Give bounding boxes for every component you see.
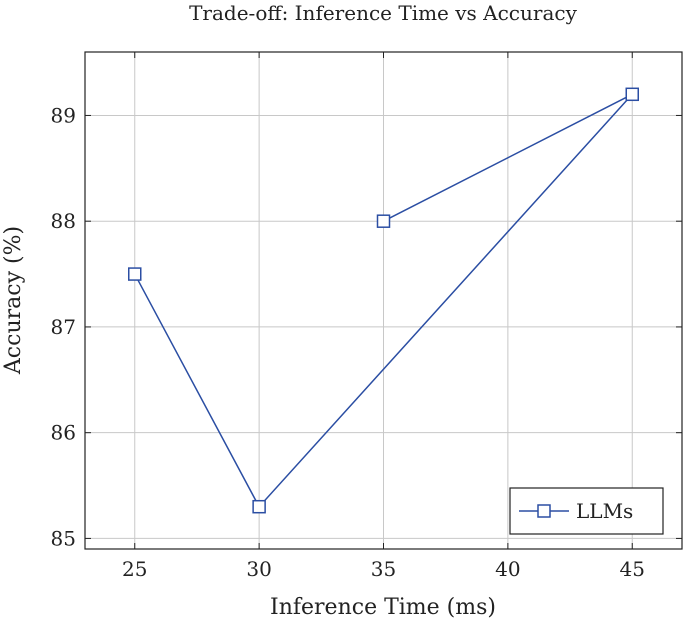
legend: LLMs	[509, 487, 664, 535]
y-tick-label: 87	[51, 315, 76, 339]
data-point-square	[625, 87, 639, 102]
x-tick-label: 35	[371, 557, 396, 581]
x-tick-label: 25	[122, 557, 147, 581]
gridlines	[85, 52, 682, 549]
y-tick-label: 89	[51, 103, 76, 127]
x-tick-label: 45	[620, 557, 645, 581]
y-axis-label: Accuracy (%)	[1, 226, 26, 375]
series-layer	[128, 87, 639, 514]
y-tick-label: 86	[51, 421, 76, 445]
data-point-square	[376, 214, 391, 228]
series-line-llms	[134, 93, 633, 508]
y-tick-label: 85	[51, 526, 76, 550]
x-tick-label: 40	[495, 557, 520, 581]
data-point-square	[128, 267, 142, 281]
x-tick-label: 30	[246, 557, 271, 581]
y-tick-label: 88	[51, 209, 76, 233]
legend-label-llms: LLMs	[576, 499, 633, 523]
chart-title: Trade-off: Inference Time vs Accuracy	[189, 1, 577, 25]
legend-square-marker	[537, 504, 551, 518]
x-axis-label: Inference Time (ms)	[270, 595, 496, 620]
axis-ticks: 25 30 35 40 45 85 86 87 88 89	[51, 52, 682, 581]
data-point-square	[252, 499, 266, 514]
